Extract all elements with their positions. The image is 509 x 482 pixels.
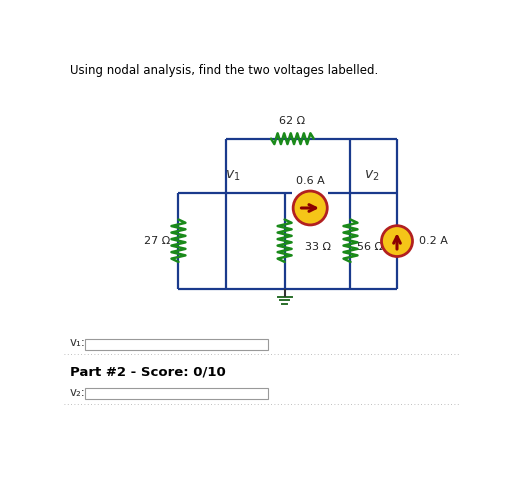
Text: v₂:: v₂:	[70, 386, 86, 399]
Text: Part #2 - Score: 0/10: Part #2 - Score: 0/10	[70, 366, 225, 379]
Text: 0.2 A: 0.2 A	[418, 236, 447, 246]
Text: $v_1$: $v_1$	[224, 168, 240, 183]
FancyBboxPatch shape	[86, 388, 267, 399]
Text: 33 Ω: 33 Ω	[304, 242, 330, 252]
Circle shape	[381, 226, 412, 256]
Text: 56 Ω: 56 Ω	[356, 242, 382, 252]
Circle shape	[293, 191, 327, 225]
Text: 27 Ω: 27 Ω	[144, 236, 169, 246]
Text: v₁:: v₁:	[70, 336, 86, 349]
Text: 62 Ω: 62 Ω	[279, 116, 305, 126]
Text: $v_2$: $v_2$	[364, 168, 379, 183]
Text: Using nodal analysis, find the two voltages labelled.: Using nodal analysis, find the two volta…	[70, 64, 378, 77]
FancyBboxPatch shape	[86, 339, 267, 349]
Text: 0.6 A: 0.6 A	[295, 176, 324, 187]
